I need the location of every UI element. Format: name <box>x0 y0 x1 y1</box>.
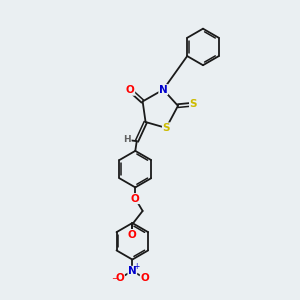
Text: O: O <box>126 85 135 95</box>
Text: S: S <box>162 123 170 133</box>
Text: O: O <box>131 194 140 204</box>
Text: O: O <box>128 230 137 239</box>
Text: +: + <box>133 262 139 272</box>
Text: −: − <box>111 274 118 284</box>
Text: O: O <box>140 273 149 283</box>
Text: N: N <box>159 85 168 94</box>
Text: O: O <box>116 273 124 283</box>
Text: N: N <box>128 266 137 276</box>
Text: S: S <box>190 99 197 110</box>
Text: H: H <box>124 135 131 144</box>
